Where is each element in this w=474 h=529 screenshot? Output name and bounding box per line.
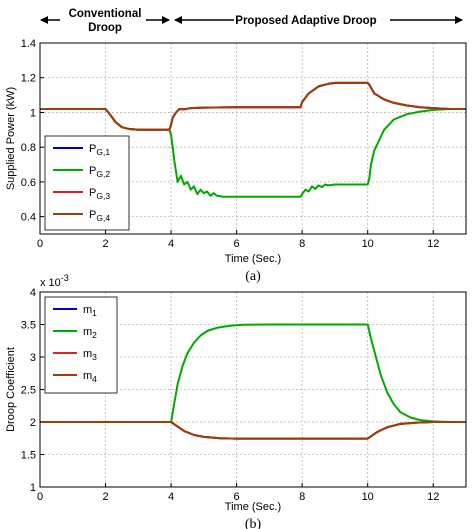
legend-entry: m3 bbox=[83, 348, 97, 362]
x-tick-label: 12 bbox=[427, 238, 439, 250]
header-annotation: Conventional Droop Proposed Adaptive Dro… bbox=[40, 8, 463, 34]
legend-box bbox=[44, 296, 118, 394]
y-tick-label: 1.4 bbox=[21, 38, 36, 50]
legend-entry: PG,1 bbox=[89, 143, 110, 157]
y-tick-label: 1.5 bbox=[21, 450, 36, 462]
x-tick-label: 8 bbox=[299, 491, 305, 503]
y-tick-label: 4 bbox=[30, 287, 36, 299]
chart-caption: (b) bbox=[245, 517, 262, 529]
y-tick-label: 0.6 bbox=[21, 177, 36, 189]
y-tick-label: 3.5 bbox=[21, 320, 36, 332]
series-line-m-4 bbox=[40, 421, 466, 440]
series-line-p-g-4 bbox=[40, 81, 466, 131]
x-tick-label: 10 bbox=[362, 491, 374, 503]
legend-entry-name: P bbox=[89, 187, 96, 199]
legend-entry-name: P bbox=[89, 165, 96, 177]
legend-entry-subscript: 2 bbox=[92, 330, 97, 340]
y-multiplier-base: x 10 bbox=[40, 277, 61, 289]
y-tick-label: 2.5 bbox=[21, 385, 36, 397]
legend-entry-subscript: 3 bbox=[92, 352, 97, 362]
x-tick-label: 2 bbox=[102, 238, 108, 250]
legend-entry: m4 bbox=[83, 370, 97, 384]
header-conventional: Conventional bbox=[69, 8, 142, 20]
x-tick-label: 4 bbox=[168, 238, 174, 250]
chart-a-supplied-power: 0 2 4 6 8 10 12 0.4 0.6 0.8 1 1.2 1.4 Time (Sec.) Supp… bbox=[5, 38, 467, 284]
x-tick-label: 4 bbox=[168, 491, 174, 503]
y-axis-label: Supplied Power (kW) bbox=[5, 87, 17, 190]
legend-entry-name: m bbox=[83, 304, 92, 316]
series-line-p-g-2 bbox=[40, 108, 466, 198]
y-tick-label: 1 bbox=[30, 107, 36, 119]
y-tick-label: 0.4 bbox=[21, 212, 36, 224]
legend-entry-subscript: G,4 bbox=[96, 213, 110, 223]
legend: PG,1PG,2PG,3PG,4 bbox=[44, 135, 130, 231]
legend-entry-subscript: G,2 bbox=[96, 169, 110, 179]
x-tick-label: 2 bbox=[102, 491, 108, 503]
y-tick-label: 0.8 bbox=[21, 142, 36, 154]
axes-frame bbox=[39, 42, 467, 235]
x-tick-label: 8 bbox=[299, 238, 305, 250]
x-tick-label: 0 bbox=[37, 238, 43, 250]
y-tick-label: 1 bbox=[30, 482, 36, 494]
y-axis-label: Droop Coefficient bbox=[5, 347, 17, 432]
axes-frame bbox=[39, 291, 467, 488]
header-droop: Droop bbox=[88, 22, 122, 34]
y-tick-label: 1.2 bbox=[21, 73, 36, 85]
y-multiplier: x 10-3 bbox=[40, 273, 69, 289]
series-line-m-2 bbox=[40, 323, 466, 423]
chart-caption: (a) bbox=[245, 269, 261, 284]
legend-box bbox=[44, 135, 130, 231]
legend-entry-name: m bbox=[83, 370, 92, 382]
y-tick-label: 3 bbox=[30, 352, 36, 364]
legend-entry-subscript: 1 bbox=[92, 308, 97, 318]
x-axis-label: Time (Sec.) bbox=[225, 253, 281, 265]
legend-entry: m1 bbox=[83, 304, 97, 318]
header-proposed: Proposed Adaptive Droop bbox=[235, 15, 376, 27]
legend-entry: m2 bbox=[83, 326, 97, 340]
x-tick-label: 6 bbox=[234, 238, 240, 250]
legend-entry-subscript: 4 bbox=[92, 374, 97, 384]
legend-entry-subscript: G,3 bbox=[96, 191, 110, 201]
x-tick-label: 12 bbox=[427, 491, 439, 503]
legend-entry: PG,4 bbox=[89, 209, 110, 223]
legend-entry: PG,3 bbox=[89, 187, 110, 201]
x-tick-label: 6 bbox=[234, 491, 240, 503]
legend-entry-subscript: G,1 bbox=[96, 147, 110, 157]
legend-entry-name: m bbox=[83, 326, 92, 338]
y-tick-label: 2 bbox=[30, 417, 36, 429]
x-tick-label: 0 bbox=[37, 491, 43, 503]
legend-entry-name: P bbox=[89, 143, 96, 155]
legend-entry: PG,2 bbox=[89, 165, 110, 179]
x-tick-label: 10 bbox=[362, 238, 374, 250]
y-multiplier-exponent: -3 bbox=[61, 273, 69, 283]
legend-entry-name: m bbox=[83, 348, 92, 360]
x-axis-label: Time (Sec.) bbox=[225, 501, 281, 513]
legend-entry-name: P bbox=[89, 209, 96, 221]
